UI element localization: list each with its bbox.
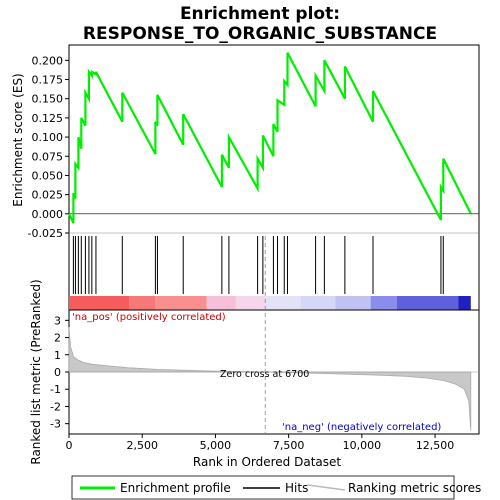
metric-ytick-label: 0	[54, 366, 61, 379]
legend-enrichment-label: Enrichment profile	[120, 481, 231, 495]
heat-band-segment	[300, 296, 336, 310]
heat-band-segment	[370, 296, 397, 310]
chart-title-line1: Enrichment plot:	[180, 4, 340, 24]
metric-ytick-label: -2	[50, 400, 61, 413]
es-ytick-label: 0.000	[32, 208, 64, 221]
heat-band	[69, 296, 471, 310]
x-tick-label: 0	[66, 439, 73, 452]
es-ytick-label: -0.025	[28, 227, 63, 240]
heat-band-segment	[206, 296, 236, 310]
es-axis-label: Enrichment score (ES)	[11, 73, 25, 206]
pos-label: 'na_pos' (positively correlated)	[72, 312, 226, 323]
es-ytick-label: 0.200	[32, 54, 64, 67]
metric-ytick-label: -1	[50, 383, 61, 396]
heat-band-segment	[69, 296, 130, 310]
metric-ytick-label: -3	[50, 418, 61, 431]
zero-cross-label: Zero cross at 6700	[220, 369, 309, 380]
es-ytick-label: 0.050	[32, 169, 64, 182]
hits-group	[72, 236, 444, 294]
es-ytick-label: 0.075	[32, 150, 64, 163]
chart-title-line2: RESPONSE_TO_ORGANIC_SUBSTANCE	[83, 24, 437, 44]
es-ytick-label: 0.125	[32, 112, 64, 125]
x-tick-label: 7,500	[273, 439, 305, 452]
metric-ytick-label: 3	[54, 314, 61, 327]
es-ytick-label: 0.175	[32, 74, 64, 87]
metric-axis-label: Ranked list metric (PreRanked)	[29, 279, 43, 464]
es-ytick-label: 0.100	[32, 131, 64, 144]
metric-area	[68, 236, 472, 434]
heat-band-segment	[397, 296, 459, 310]
metric-ytick-label: 1	[54, 349, 61, 362]
x-tick-label: 2,500	[126, 439, 158, 452]
es-line-group	[68, 52, 472, 224]
heat-band-segment	[129, 296, 156, 310]
es-ytick-label: 0.150	[32, 93, 64, 106]
metric-ytick-label: 2	[54, 332, 61, 345]
neg-label: 'na_neg' (negatively correlated)	[282, 422, 441, 433]
es-line	[68, 52, 472, 224]
x-tick-label: 5,000	[200, 439, 232, 452]
es-ytick-label: 0.025	[32, 189, 64, 202]
legend-hits-label: Hits	[285, 481, 308, 495]
legend-ranking-label: Ranking metric scores	[348, 481, 481, 495]
heat-band-segment	[335, 296, 371, 310]
heat-band-segment	[235, 296, 266, 310]
heat-band-segment	[155, 296, 207, 310]
heat-band-segment	[458, 296, 471, 310]
legend-ranking-swatch	[307, 484, 346, 491]
x-tick-label: 10,000	[343, 439, 382, 452]
x-axis-label: Rank in Ordered Dataset	[193, 455, 341, 469]
x-tick-label: 12,500	[416, 439, 455, 452]
heat-band-segment	[265, 296, 301, 310]
